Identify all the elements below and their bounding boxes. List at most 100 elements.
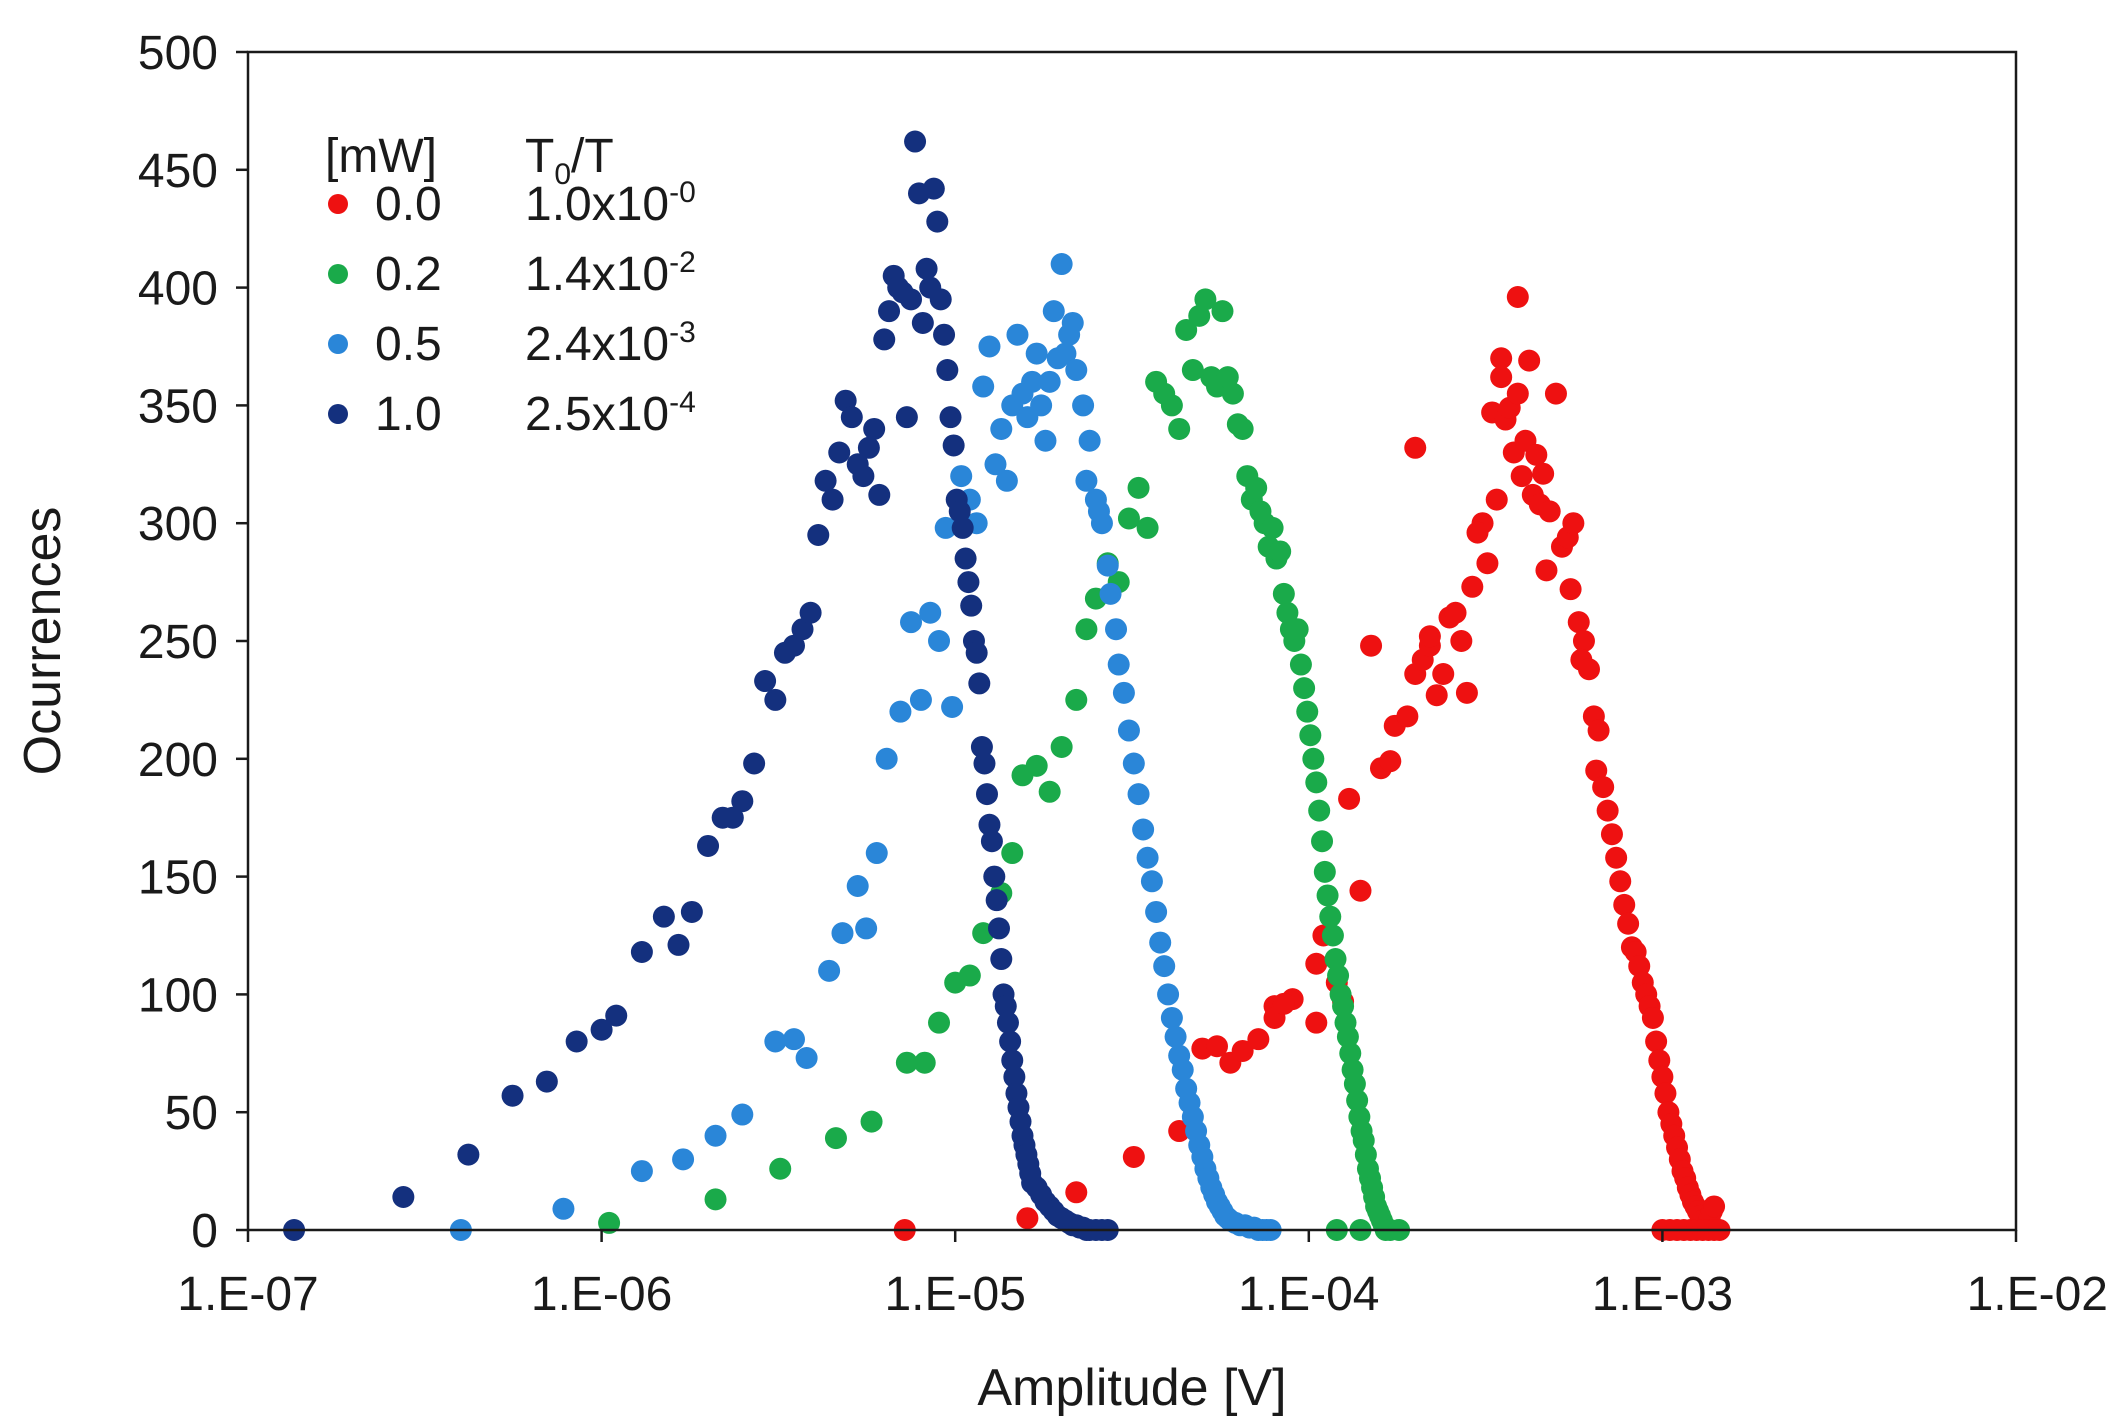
point-series2-38: [1038, 370, 1061, 393]
point-series2-3: [672, 1148, 695, 1171]
series-1.0: [283, 130, 1119, 1241]
point-series3-64: [975, 783, 998, 806]
point-series3-17: [754, 670, 777, 693]
point-series0-39: [1466, 521, 1489, 544]
point-series2-39: [1042, 300, 1065, 323]
legend-ratio-mantissa-0: 1.0x10: [525, 178, 669, 231]
point-series0-1: [1016, 1207, 1039, 1230]
point-series0-80: [1628, 955, 1651, 978]
point-series0-69: [1587, 719, 1610, 742]
point-series2-48: [1078, 429, 1101, 452]
point-series2-67: [1160, 1006, 1183, 1029]
point-series0-51: [1518, 349, 1541, 372]
point-series1-58: [1302, 747, 1325, 770]
point-series1-5: [895, 1051, 918, 1074]
point-series2-26: [978, 335, 1001, 358]
point-series1-59: [1305, 771, 1328, 794]
point-series0-32: [1418, 625, 1441, 648]
point-series3-6: [590, 1018, 613, 1041]
point-series2-51: [1090, 512, 1113, 535]
point-series3-4: [535, 1070, 558, 1093]
point-series3-16: [743, 752, 766, 775]
point-series1-65: [1321, 924, 1344, 947]
point-series1-67: [1327, 964, 1350, 987]
point-series0-53: [1525, 443, 1548, 466]
point-series3-72: [994, 995, 1017, 1018]
point-series3-15: [731, 790, 754, 813]
point-series3-68: [985, 889, 1008, 912]
point-series2-52: [1096, 554, 1119, 577]
point-series0-18: [1305, 1011, 1328, 1034]
point-series1-23: [1127, 476, 1150, 499]
axis-ticks: 0 50 100 150 200 250 300 350 400 450 500 1.E-07 1.E-…: [138, 27, 2108, 1321]
point-series1-37: [1221, 382, 1244, 405]
legend-entries: 0.0 1.0x10-0 0.2 1.4x10-2 0.5 2.4x10-3 1.0 2.5x…: [328, 176, 696, 441]
y-tick-label-2: 100: [138, 969, 218, 1022]
point-series1-74: [1343, 1072, 1366, 1095]
point-series0-63: [1559, 578, 1582, 601]
point-series1-60: [1308, 799, 1331, 822]
point-series2-4: [704, 1124, 727, 1147]
point-series3-21: [791, 618, 814, 641]
point-series3-23: [807, 523, 830, 546]
point-series1-9: [958, 964, 981, 987]
point-series2-17: [909, 688, 932, 711]
point-series3-65: [978, 813, 1001, 836]
point-series1-39: [1231, 417, 1254, 440]
point-series3-58: [960, 594, 983, 617]
point-series1-15: [1038, 780, 1061, 803]
point-series1-31: [1188, 304, 1211, 327]
point-series0-57: [1538, 500, 1561, 523]
point-series3-73: [996, 1011, 1019, 1034]
point-series0-85: [1645, 1030, 1668, 1053]
point-series2-25: [972, 375, 995, 398]
point-series1-42: [1245, 476, 1268, 499]
point-series2-45: [1065, 359, 1088, 382]
point-series2-14: [875, 747, 898, 770]
legend-marker-1: [328, 264, 348, 284]
legend-ratio-mantissa-1: 1.4x10: [525, 248, 669, 301]
point-series0-77: [1617, 912, 1640, 935]
point-series1-7: [928, 1011, 951, 1034]
point-series2-21: [941, 695, 964, 718]
point-series0-6: [1205, 1035, 1228, 1058]
point-series2-29: [995, 469, 1018, 492]
point-series0-84: [1641, 1006, 1664, 1029]
point-series1-46: [1261, 516, 1284, 539]
point-series0-34: [1444, 601, 1467, 624]
point-series2-20: [934, 516, 957, 539]
point-series2-47: [1075, 469, 1098, 492]
point-series1-2: [769, 1157, 792, 1180]
point-series3-25: [821, 488, 844, 511]
point-series3-43: [911, 311, 934, 334]
point-series0-3: [1122, 1145, 1145, 1168]
point-series2-8: [795, 1047, 818, 1070]
point-series2-2: [630, 1160, 653, 1183]
y-tick-label-7: 350: [138, 380, 218, 433]
point-series1-28: [1168, 417, 1191, 440]
point-series0-13: [1272, 992, 1295, 1015]
point-series0-47: [1506, 286, 1529, 309]
point-series2-13: [865, 842, 888, 865]
point-series1-24: [1136, 516, 1159, 539]
point-series3-70: [990, 948, 1013, 971]
point-series0-107: [1703, 1195, 1726, 1218]
point-series2-54: [1105, 618, 1128, 641]
legend-ratio-3: 2.5x10-4: [525, 386, 696, 441]
point-series3-28: [840, 406, 863, 429]
series-0.0: [893, 286, 1731, 1241]
legend-power-0: 0.0: [375, 178, 442, 231]
point-series3-40: [900, 288, 923, 311]
point-series1-50: [1276, 601, 1299, 624]
legend-power-2: 0.5: [375, 318, 442, 371]
point-series0-64: [1567, 611, 1590, 634]
legend-header-ratio-tail: /T: [571, 130, 614, 183]
point-series0-42: [1476, 552, 1499, 575]
point-series2-58: [1122, 752, 1145, 775]
point-series0-4: [1168, 1120, 1191, 1143]
y-tick-label-3: 150: [138, 852, 218, 905]
point-series3-2: [457, 1143, 480, 1166]
point-series1-0: [598, 1211, 621, 1234]
point-series0-86: [1648, 1049, 1671, 1072]
